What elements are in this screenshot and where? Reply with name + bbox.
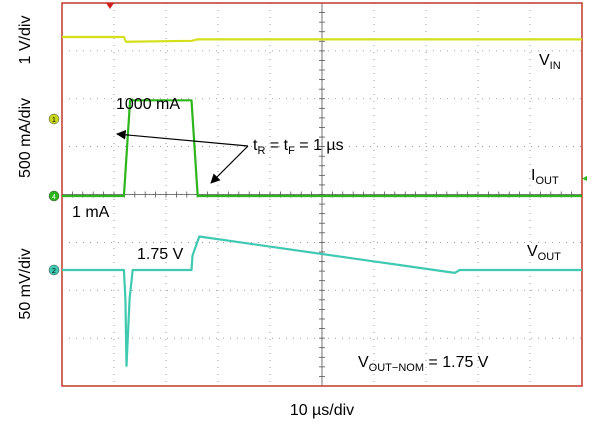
trace-vin <box>62 35 582 43</box>
arrow-to-rise-edge <box>116 130 249 147</box>
annotation-iout-low: 1 mA <box>72 204 110 221</box>
ylabel-iout-scale: 500 mA/div <box>17 98 34 178</box>
grid <box>61 2 583 387</box>
series-label-iout: IOUT <box>531 167 559 187</box>
x-axis-label: 10 µs/div <box>290 402 354 419</box>
traces <box>62 35 582 367</box>
channel-marker-2: 2 <box>48 264 60 276</box>
series-label-vout: VOUT <box>527 243 561 263</box>
annotation-vout-level: 1.75 V <box>137 246 184 263</box>
svg-text:2: 2 <box>52 268 56 275</box>
svg-text:4: 4 <box>52 194 56 201</box>
trace-iout <box>62 99 582 198</box>
ylabel-vin-scale: 1 V/div <box>17 16 34 65</box>
svg-text:1: 1 <box>52 117 56 124</box>
trigger-marker <box>106 3 114 9</box>
annotation-rise-fall: tR = tF = 1 µs <box>253 137 344 157</box>
channel-marker-1: 1 <box>48 113 60 125</box>
plot-frame <box>61 2 583 387</box>
annotation-iout-high: 1000 mA <box>116 96 180 113</box>
ylabel-vout-scale: 50 mV/div <box>17 248 34 319</box>
channel-marker-4: 4 <box>48 190 60 202</box>
series-label-vin: VIN <box>539 52 561 72</box>
trace-vout <box>62 235 582 367</box>
iout-level-arrow <box>582 176 587 181</box>
annotation-vout-nominal: VOUT−NOM = 1.75 V <box>358 354 489 374</box>
arrow-to-fall-edge <box>210 145 249 184</box>
